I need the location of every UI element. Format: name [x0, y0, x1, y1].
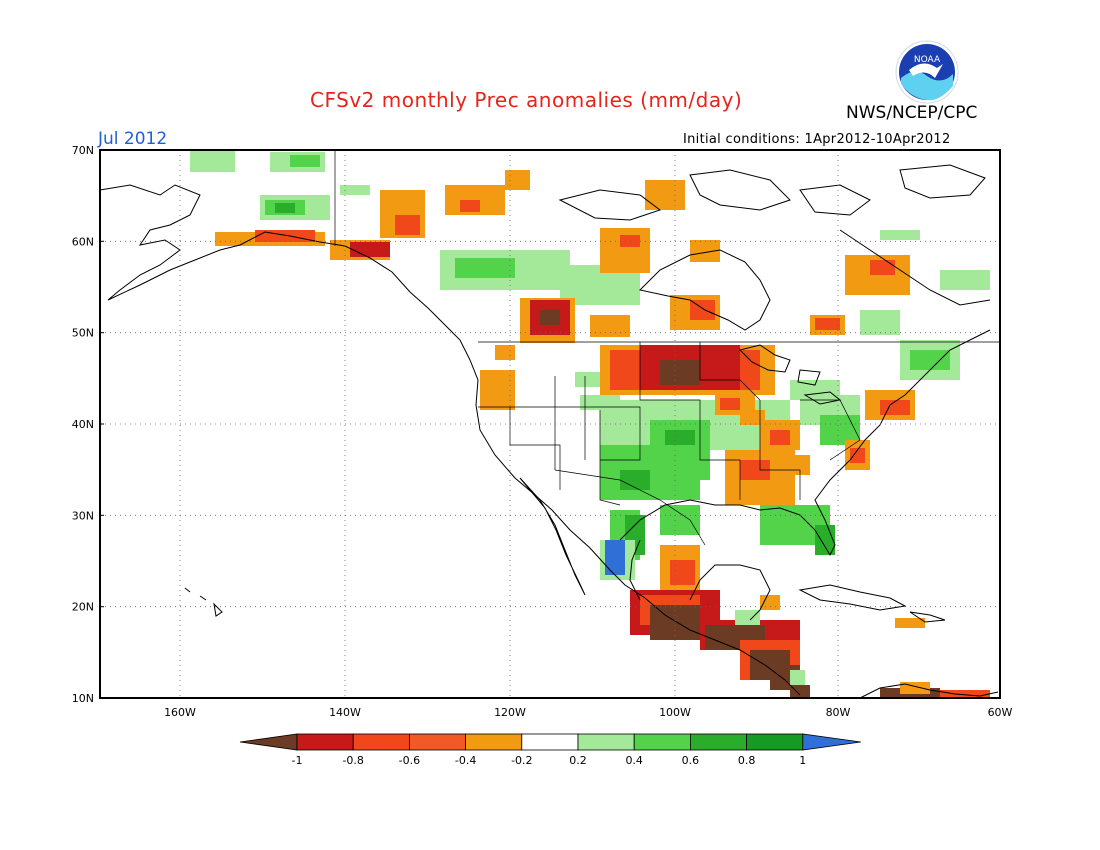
- anomaly-cell: [770, 430, 790, 445]
- anomaly-cell: [255, 230, 315, 242]
- anomaly-cell: [395, 215, 420, 235]
- colorbar-segment: [690, 733, 748, 751]
- lon-label: 100W: [659, 706, 691, 719]
- noaa-logo: NOAA: [895, 40, 959, 104]
- anomaly-cell: [645, 180, 685, 210]
- anomaly-cell: [790, 685, 810, 698]
- lat-label: 70N: [72, 144, 94, 157]
- colorbar-tick: -0.2: [511, 754, 532, 767]
- anomaly-cell: [340, 185, 370, 195]
- colorbar: -1 -0.8 -0.6 -0.4 -0.2 0.2 0.4 0.6 0.8 1: [239, 733, 861, 767]
- colorbar-segment: [577, 733, 635, 751]
- colorbar-tick: 0.4: [625, 754, 643, 767]
- anomaly-cell: [740, 410, 765, 425]
- anomaly-cell: [720, 398, 740, 410]
- anomaly-cell: [815, 318, 840, 330]
- colorbar-left-arrow: [239, 733, 298, 751]
- colorbar-tick: -1: [292, 754, 303, 767]
- lat-label: 30N: [72, 509, 94, 522]
- anomaly-cell: [880, 400, 910, 415]
- anomaly-cell: [870, 260, 895, 275]
- coastlines: [99, 164, 999, 699]
- anomaly-cell: [670, 560, 695, 585]
- colorbar-segment: [633, 733, 691, 751]
- anomaly-cell: [850, 448, 865, 463]
- longitude-labels: 160W 140W 120W 100W 80W 60W: [164, 706, 1012, 719]
- lon-label: 140W: [329, 706, 361, 719]
- colorbar-segment: [352, 733, 410, 751]
- map-title: CFSv2 monthly Prec anomalies (mm/day): [310, 88, 743, 112]
- anomaly-cell: [735, 610, 760, 625]
- colorbar-tick: -0.6: [399, 754, 420, 767]
- latitude-labels: 70N 60N 50N 40N 30N 20N 10N: [72, 144, 104, 705]
- anomaly-cell: [590, 315, 630, 337]
- anomaly-cell: [880, 230, 920, 240]
- anomaly-cell: [910, 350, 950, 370]
- initial-conditions: Initial conditions: 1Apr2012-10Apr2012: [683, 132, 951, 147]
- anomaly-cell: [275, 203, 295, 213]
- anomaly-cell: [860, 310, 900, 335]
- forecast-month: Jul 2012: [98, 129, 168, 149]
- anomaly-cell: [940, 690, 990, 698]
- anomaly-cell: [350, 242, 390, 257]
- colorbar-segment: [521, 733, 579, 751]
- lon-label: 80W: [826, 706, 851, 719]
- colorbar-tick: 0.2: [569, 754, 587, 767]
- lat-label: 10N: [72, 692, 94, 705]
- lat-label: 40N: [72, 418, 94, 431]
- colorbar-segment: [408, 733, 466, 751]
- anomaly-cell: [505, 170, 530, 190]
- colorbar-segment: [746, 733, 804, 751]
- anomaly-cells: [190, 150, 990, 698]
- anomaly-cell: [190, 150, 235, 172]
- colorbar-tick: -0.4: [455, 754, 476, 767]
- lat-lon-grid: [100, 150, 1000, 698]
- anomaly-cell: [480, 370, 515, 410]
- colorbar-tick: 0.6: [682, 754, 700, 767]
- lon-label: 60W: [988, 706, 1013, 719]
- anomaly-cell: [760, 595, 780, 610]
- colorbar-tick: 1: [799, 754, 806, 767]
- colorbar-tick: 0.8: [738, 754, 756, 767]
- colorbar-right-arrow: [802, 733, 861, 751]
- anomaly-cell: [620, 470, 650, 490]
- agency-label: NWS/NCEP/CPC: [846, 103, 978, 123]
- anomaly-cell: [575, 372, 605, 387]
- anomaly-cell: [690, 300, 715, 320]
- lat-label: 50N: [72, 327, 94, 340]
- anomaly-cell: [605, 540, 625, 575]
- anomaly-cell: [940, 270, 990, 290]
- anomaly-cell: [495, 345, 515, 360]
- anomaly-cell: [895, 618, 925, 628]
- anomaly-cell: [780, 455, 810, 475]
- colorbar-segment: [296, 733, 354, 751]
- anomaly-cell: [660, 360, 700, 385]
- lon-label: 160W: [164, 706, 196, 719]
- anomaly-cell: [690, 240, 720, 262]
- anomaly-cell: [540, 310, 560, 325]
- svg-text:NOAA: NOAA: [914, 55, 941, 65]
- colorbar-segment: [465, 733, 523, 751]
- anomaly-cell: [290, 155, 320, 167]
- anomaly-cell: [460, 200, 480, 212]
- anomaly-cell: [660, 505, 700, 535]
- anomaly-cell: [455, 258, 515, 278]
- anomaly-cell: [740, 460, 770, 480]
- lat-label: 60N: [72, 235, 94, 248]
- lat-label: 20N: [72, 601, 94, 614]
- anomaly-cell: [600, 228, 650, 273]
- colorbar-tick: -0.8: [342, 754, 363, 767]
- lon-label: 120W: [494, 706, 526, 719]
